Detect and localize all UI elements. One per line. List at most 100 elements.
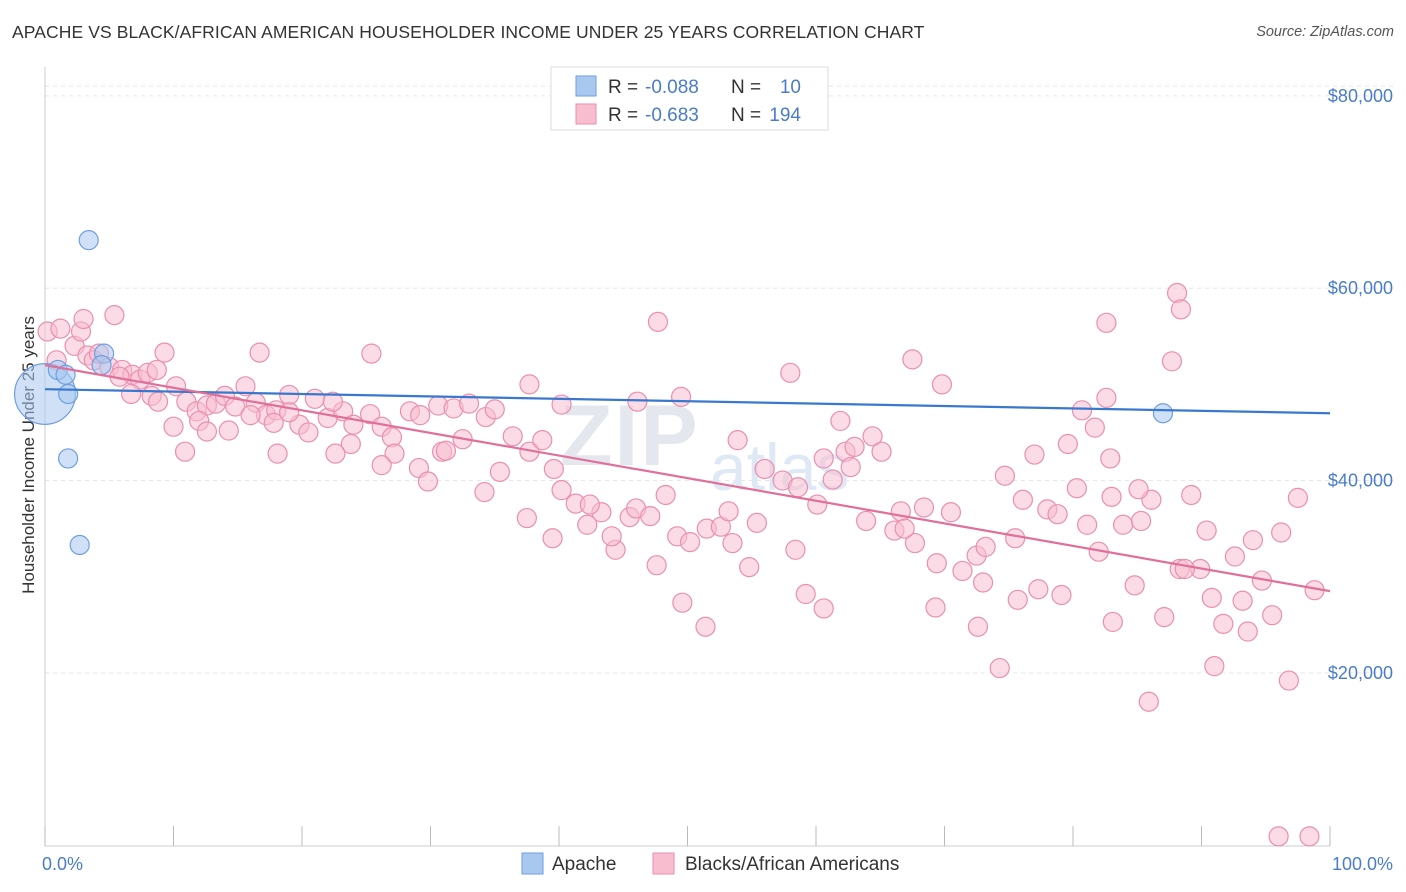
point-blacks-african-americans (225, 396, 246, 417)
point-blacks-african-americans (807, 494, 828, 515)
point-blacks-african-americans (104, 305, 125, 326)
point-blacks-african-americans (1138, 691, 1159, 712)
point-blacks-african-americans (267, 443, 288, 464)
legend-swatch (575, 75, 597, 97)
point-blacks-african-americans (904, 532, 926, 554)
point-apache (91, 355, 112, 376)
point-blacks-african-americans (325, 443, 346, 464)
point-blacks-african-americans (931, 374, 953, 395)
point-blacks-african-americans (1066, 478, 1087, 499)
point-blacks-african-americans (1012, 489, 1033, 510)
point-blacks-african-americans (1287, 487, 1308, 508)
legend-r-value: -0.088 (645, 77, 699, 98)
legend-swatch (575, 103, 597, 125)
point-blacks-african-americans (975, 536, 996, 558)
point-blacks-african-americans (371, 455, 392, 476)
point-blacks-african-americans (1224, 546, 1246, 567)
point-blacks-african-americans (474, 481, 495, 503)
y-tick-label: $40,000 (1328, 471, 1393, 491)
point-blacks-african-americans (813, 448, 834, 469)
bottom-legend-label: Blacks/African Americans (685, 854, 899, 875)
point-blacks-african-americans (722, 532, 743, 554)
point-blacks-african-americans (163, 416, 184, 437)
point-blacks-african-americans (1154, 607, 1175, 628)
point-blacks-african-americans (1196, 520, 1217, 541)
point-blacks-african-americans (196, 421, 218, 442)
point-apache (78, 230, 99, 251)
point-blacks-african-americans (1128, 479, 1149, 500)
legend-n-label: N = (731, 105, 761, 126)
trend-line-blacks-african-americans (44, 364, 1331, 593)
point-blacks-african-americans (646, 555, 667, 576)
point-blacks-african-americans (795, 583, 816, 605)
point-blacks-african-americans (1237, 621, 1258, 642)
point-blacks-african-americans (340, 433, 361, 455)
point-blacks-african-americans (1077, 514, 1098, 535)
point-blacks-african-americans (1005, 528, 1026, 549)
legend-r-value: -0.683 (645, 105, 699, 126)
point-apache (69, 534, 90, 556)
point-blacks-african-americans (787, 477, 809, 498)
legend: R = -0.088 N = 10 R = -0.683 N = 194 (550, 66, 829, 131)
legend-n-label: N = (731, 77, 761, 98)
point-blacks-african-americans (120, 383, 142, 405)
x-tick-label-min: 0.0% (42, 854, 83, 874)
point-blacks-african-americans (890, 501, 911, 522)
point-blacks-african-americans (1181, 484, 1202, 506)
point-blacks-african-americans (73, 308, 94, 330)
point-blacks-african-americans (489, 461, 510, 482)
point-blacks-african-americans (1057, 433, 1078, 455)
point-blacks-african-americans (1096, 312, 1117, 333)
point-blacks-african-americans (1124, 575, 1145, 596)
point-blacks-african-americans (1131, 510, 1152, 532)
point-blacks-african-americans (1174, 558, 1195, 580)
point-blacks-african-americans (384, 443, 405, 464)
point-blacks-african-americans (1113, 514, 1134, 535)
point-blacks-african-americans (1051, 584, 1072, 606)
trend-line-apache (44, 388, 1331, 415)
point-apache (1152, 403, 1174, 424)
point-blacks-african-americans (1102, 611, 1123, 633)
axes (44, 67, 1331, 847)
point-blacks-african-americans (679, 531, 701, 553)
point-blacks-african-americans (1271, 522, 1292, 543)
point-blacks-african-americans (902, 349, 923, 370)
point-blacks-african-americans (542, 528, 563, 549)
point-blacks-african-americans (746, 512, 767, 533)
point-blacks-african-americans (972, 572, 994, 593)
point-blacks-african-americans (830, 410, 851, 432)
point-blacks-african-americans (1096, 387, 1117, 408)
point-blacks-african-americans (417, 471, 439, 492)
point-blacks-african-americans (1007, 589, 1028, 610)
point-blacks-african-americans (1028, 579, 1049, 600)
point-blacks-african-americans (1262, 605, 1283, 626)
point-blacks-african-americans (304, 388, 325, 409)
point-blacks-african-americans (1084, 417, 1105, 438)
point-blacks-african-americans (994, 465, 1015, 486)
point-blacks-african-americans (647, 311, 669, 332)
point-blacks-african-americans (862, 426, 883, 447)
point-blacks-african-americans (543, 458, 564, 480)
point-blacks-african-americans (672, 592, 693, 613)
point-blacks-african-americans (695, 616, 716, 637)
point-blacks-african-americans (1213, 613, 1234, 634)
point-blacks-african-americans (813, 598, 834, 619)
legend-r-label: R = (608, 77, 638, 98)
point-blacks-african-americans (458, 393, 480, 414)
point-blacks-african-americans (577, 514, 598, 535)
point-blacks-african-americans (410, 405, 431, 426)
x-tick-labels: 0.0% 100.0% (42, 854, 1393, 874)
point-blacks-african-americans (218, 420, 239, 441)
point-blacks-african-americans (519, 374, 540, 395)
point-blacks-african-americans (601, 526, 622, 547)
point-blacks-african-americans (1299, 826, 1320, 847)
point-blacks-african-americans (754, 458, 775, 480)
y-tick-label: $20,000 (1328, 663, 1393, 683)
point-blacks-african-americans (1101, 486, 1122, 507)
point-blacks-african-americans (844, 436, 865, 457)
source-credit: Source: ZipAtlas.com (1256, 24, 1394, 40)
point-blacks-african-americans (925, 597, 946, 618)
point-blacks-african-americans (1232, 590, 1253, 611)
point-blacks-african-americans (913, 497, 935, 518)
